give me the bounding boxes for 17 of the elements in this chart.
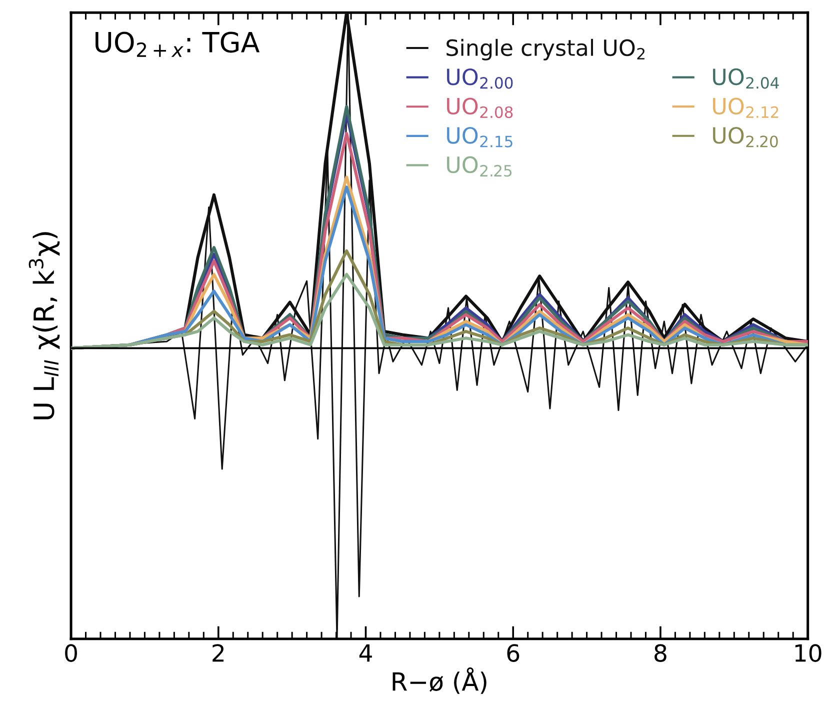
x-axis-title: R−ø (Å) [392, 667, 486, 694]
x-tick-label: 8 [654, 644, 666, 662]
legend-label: UO$_{2.00}$ [447, 68, 513, 89]
legend-label: UO$_{2.12}$ [713, 98, 778, 118]
x-tick-label: 10 [795, 644, 822, 662]
annotation: UO$_{2+x}$: TGA [96, 32, 260, 57]
legend-label: Single crystal UO$_{2}$ [446, 38, 644, 60]
legend-label: UO$_{2.25}$ [447, 156, 512, 177]
x-tick-label: 2 [212, 644, 224, 662]
x-tick-label: 4 [359, 644, 372, 662]
legend-label: UO$_{2.15}$ [447, 127, 512, 148]
legend-label: UO$_{2.20}$ [713, 126, 778, 148]
y-axis-title: U L$_{III}$ χ(R, k$^{3}$χ) [28, 232, 60, 420]
x-tick-label: 0 [65, 644, 77, 662]
legend-label: UO$_{2.08}$ [447, 98, 513, 118]
legend-label: UO$_{2.04}$ [713, 68, 779, 89]
x-tick-label: 6 [507, 644, 520, 662]
